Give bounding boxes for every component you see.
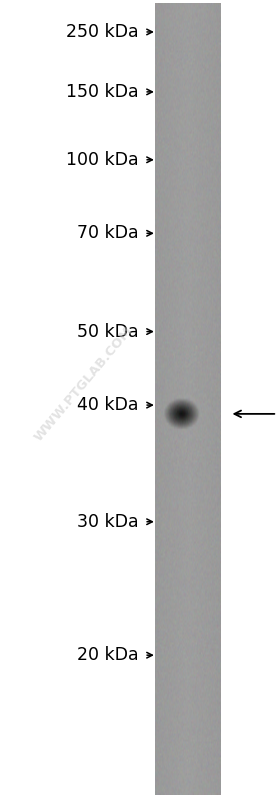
- Text: 70 kDa: 70 kDa: [77, 225, 139, 242]
- Text: 250 kDa: 250 kDa: [66, 23, 139, 41]
- Text: 50 kDa: 50 kDa: [77, 323, 139, 340]
- Text: 20 kDa: 20 kDa: [77, 646, 139, 664]
- Text: WWW.PTGLAB.COM: WWW.PTGLAB.COM: [32, 324, 136, 443]
- Text: 150 kDa: 150 kDa: [66, 83, 139, 101]
- Text: 100 kDa: 100 kDa: [66, 151, 139, 169]
- Text: 40 kDa: 40 kDa: [77, 396, 139, 414]
- Text: 30 kDa: 30 kDa: [77, 513, 139, 531]
